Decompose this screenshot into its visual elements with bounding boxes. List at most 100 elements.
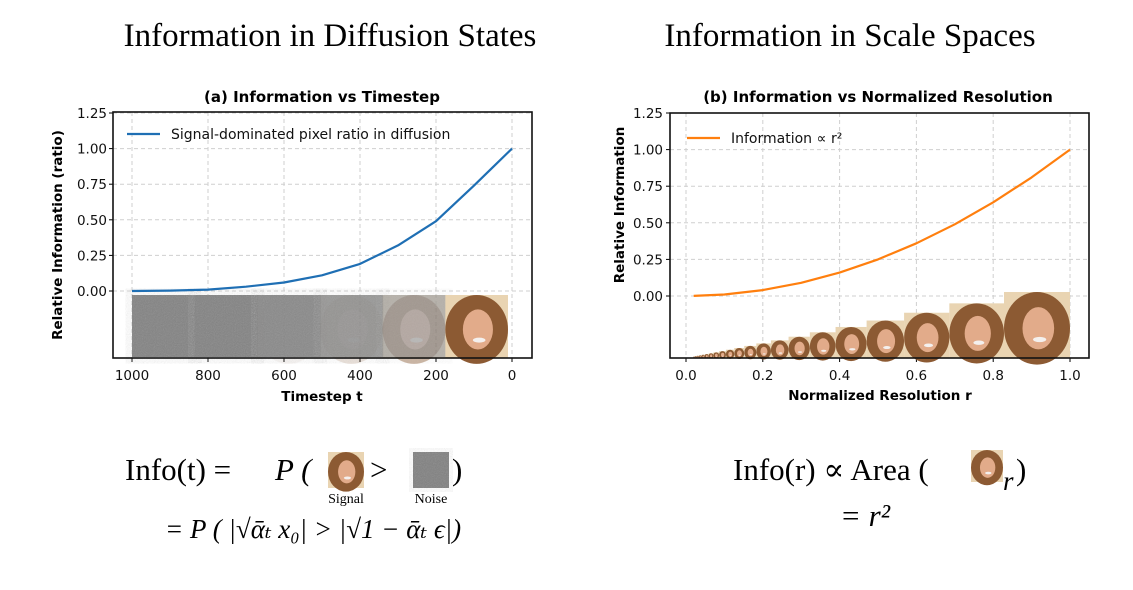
resolution-image [725,349,735,359]
x-tick-label: 200 [423,368,449,384]
signal-image [328,452,364,492]
resolution-image [719,351,726,359]
x-tick-label: 0.8 [982,368,1003,384]
face-skin [817,338,830,355]
resolution-image [770,340,789,360]
y-tick-label: 0.50 [633,216,663,232]
formula-left-line2: = P ( |√ᾱₜ x₀| > |√1 − ᾱₜ ϵ|) [165,514,461,544]
diffusion-state-image [320,295,384,364]
diffusion-state-image [445,295,508,364]
series-line [131,147,513,293]
face-skin [916,323,939,353]
chart-a-ylabel: Relative Information (ratio) [50,130,66,340]
x-tick-label: 0.6 [906,368,927,384]
formula-right-close: ) [1016,452,1026,487]
face-skin [728,351,733,357]
chart-a-title: (a) Information vs Timestep [204,88,440,106]
y-tick-label: 0.00 [77,284,107,300]
face-skin [964,315,991,351]
chart-b: (b) Information vs Normalized Resolution… [612,88,1090,404]
noise-texture [320,295,384,357]
face-smile [985,471,992,475]
face-skin [979,457,996,478]
axes-frame [669,112,1090,359]
resolution-image [756,343,771,360]
chart-b-xlabel: Normalized Resolution r [788,388,972,404]
face-skin [338,460,356,484]
face-skin [760,346,768,357]
face-smile [729,355,732,357]
y-tick-label: 0.25 [77,248,107,264]
resolution-image [788,336,810,361]
chart-a: (a) Information vs Timestep Timestep t R… [50,88,533,405]
x-tick-label: 600 [271,368,297,384]
face-smile [472,337,486,343]
resolution-image [866,320,905,362]
noise-texture [194,295,258,357]
x-tick-label: 0.0 [675,368,696,384]
y-tick-label: 1.00 [77,142,107,158]
face-skin [714,353,718,358]
resolution-image [708,353,714,359]
y-tick-label: 1.25 [77,106,107,122]
face-smile [883,346,891,350]
face-smile [973,340,985,345]
diffusion-state-image [194,295,258,357]
axes-frame [112,111,533,359]
diffusion-state-image [257,295,321,364]
face-skin [710,354,713,358]
formula-left-gt: > [370,452,387,487]
formula-left-lhs: Info(t) = [125,452,231,487]
face-skin [794,341,805,356]
chart-b-ylabel: Relative Information [612,127,628,284]
signal-label: Signal [328,492,364,507]
face-smile [1033,336,1047,343]
face-skin [775,344,785,356]
header-left: Information in Diffusion States [124,18,537,54]
formula-right-sub: r [1003,466,1014,496]
noise-texture [132,295,196,357]
chart-b-title: (b) Information vs Normalized Resolution [703,88,1053,106]
face-smile [849,348,856,351]
face-skin [844,334,860,354]
face-smile [762,353,766,355]
face-skin [747,348,754,357]
formula-left: Info(t) = P ( > ) Signal Noise = P ( |√ᾱ… [125,452,462,544]
formula-left-p: P ( [274,452,313,487]
chart-a-legend-label: Signal-dominated pixel ratio in diffusio… [171,127,450,143]
x-tick-label: 800 [195,368,221,384]
diffusion-state-image [132,295,196,357]
x-tick-label: 0.4 [829,368,850,384]
face-smile [923,343,934,348]
face-skin [705,354,708,358]
y-tick-label: 0.75 [77,177,107,193]
resolution-image [809,332,836,361]
y-tick-label: 0.25 [633,252,663,268]
y-tick-label: 0.75 [633,179,663,195]
formula-left-close: ) [452,452,462,487]
formula-right-line1: Info(r) ∝ Area ( [733,452,929,487]
face-skin [462,309,493,350]
noise-texture [257,295,321,357]
resolution-image [734,347,745,360]
face-smile [797,351,803,353]
resolution-image [1004,292,1070,365]
x-tick-label: 1.0 [1059,368,1080,384]
y-tick-label: 0.00 [633,289,663,305]
face-skin [737,350,742,357]
x-tick-label: 0 [508,368,517,384]
x-tick-label: 0.2 [752,368,773,384]
noise-label: Noise [415,492,448,507]
noise-texture [413,452,449,488]
diffusion-state-image [382,295,446,364]
face-smile [778,352,783,354]
resolution-image [744,345,757,360]
face-skin [1022,307,1055,350]
face-skin [721,352,725,358]
face-smile [821,349,827,352]
resolution-image [835,326,867,362]
resolution-image [904,312,950,363]
formula-right-line2: = r² [840,498,891,533]
